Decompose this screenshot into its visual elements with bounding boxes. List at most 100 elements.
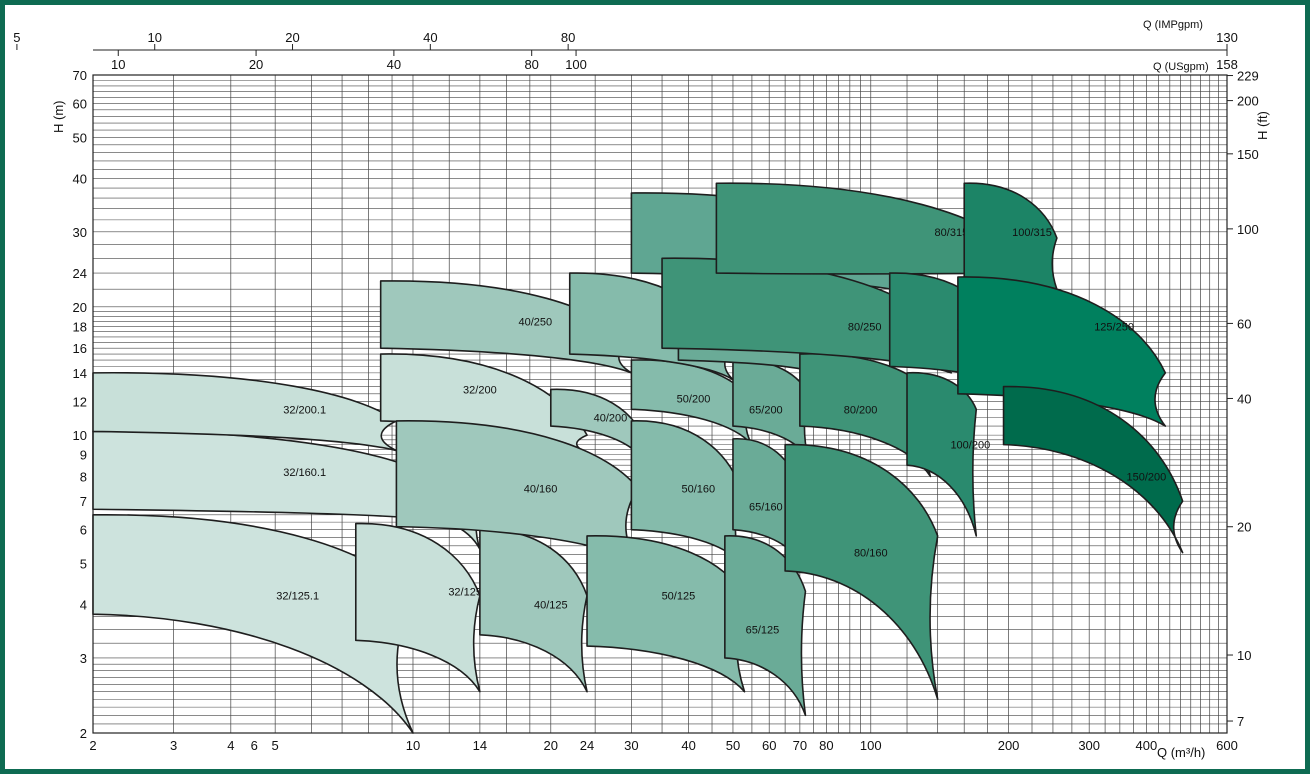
x-tick-label: 100 [860,738,882,753]
imp-tick-label: 5 [13,30,20,45]
segment-label: 100/315 [1012,227,1052,239]
top-axis2-label: Q (USgpm) [1153,61,1209,73]
x-tick-label: 4 [227,738,234,753]
y-tick-label: 2 [80,726,87,741]
segment-label: 40/160 [524,483,558,495]
x-tick-label: 2 [89,738,96,753]
y-tick-label: 70 [73,68,87,83]
y-tick-label: 60 [73,97,87,112]
segment-65-200 [732,359,810,460]
y-tick-label: 14 [73,366,87,381]
ft-tick-label: 150 [1237,147,1259,162]
top-axis1-label: Q (IMPgpm) [1143,19,1203,31]
segment-40-125 [479,528,588,693]
ft-tick-label: 20 [1237,520,1251,535]
segment-label: 50/160 [681,483,715,495]
ft-tick-label: 40 [1237,391,1251,406]
y-tick-label: 9 [80,448,87,463]
segment-label: 32/125.1 [276,591,319,603]
segment-label: 125/250 [1094,321,1134,333]
x-tick-label: 300 [1078,738,1100,753]
y-tick-label: 6 [80,523,87,538]
ft-tick-label: 229 [1237,69,1259,84]
y-axis-label-left: H (m) [51,101,66,134]
x-tick-label: 400 [1136,738,1158,753]
us-tick-label: 100 [565,57,587,72]
y-tick-label: 4 [80,598,87,613]
imp-tick-label: 80 [561,30,575,45]
segment-40-250 [379,280,633,374]
segment-label: 80/250 [848,321,882,333]
x-tick-label: 50 [726,738,740,753]
ft-tick-label: 100 [1237,222,1259,237]
us-tick-label: 158 [1216,57,1238,72]
x-tick-label: 6 [251,738,258,753]
y-axis-label-right: H (ft) [1255,111,1270,140]
imp-tick-label: 130 [1216,30,1238,45]
x-tick-label: 3 [170,738,177,753]
x-tick-label: 70 [793,738,807,753]
axes: 2 3 4 6 5 10 14 20 24 30 40 50 60 70 80 100 200 300 400 600… [13,30,1259,753]
us-tick-label: 40 [387,57,401,72]
y-tick-label: 30 [73,225,87,240]
x-tick-label: 600 [1216,738,1238,753]
imp-tick-label: 40 [423,30,437,45]
us-tick-label: 20 [249,57,263,72]
segment-80-160 [784,443,939,701]
us-tick-label: 80 [524,57,538,72]
segment-label: 80/160 [854,548,888,560]
ft-tick-label: 7 [1237,714,1244,729]
segment-50-125 [586,535,746,693]
segment-label: 65/160 [749,502,783,514]
x-tick-label: 14 [473,738,487,753]
x-tick-label: 10 [406,738,420,753]
x-tick-label: 24 [580,738,594,753]
imp-tick-label: 10 [147,30,161,45]
y-tick-label: 18 [73,319,87,334]
us-tick-label: 10 [111,57,125,72]
x-tick-label: 80 [819,738,833,753]
x-tick-label: 30 [624,738,638,753]
segment-label: 32/200.1 [283,404,326,416]
segment-label: 40/250 [518,316,552,328]
ft-tick-label: 60 [1237,316,1251,331]
segment-32-200-1 [92,371,398,452]
segment-label: 65/125 [746,624,780,636]
y-tick-label: 50 [73,130,87,145]
y-tick-label: 20 [73,300,87,315]
x-tick-label: 20 [544,738,558,753]
y-tick-label: 16 [73,341,87,356]
segment-label: 32/160.1 [283,467,326,479]
x-tick-label: 5 [272,738,279,753]
segment-label: 80/315 [935,227,969,239]
segment-65-125 [724,535,807,717]
y-tick-label: 24 [73,266,87,281]
segment-label: 100/200 [950,440,990,452]
pump-segments: 32/125.132/12532/160.132/16032/200.132/2… [92,182,1184,734]
x-axis-label: Q (m³/h) [1157,745,1205,760]
segment-32-125 [354,522,481,693]
imp-tick-label: 20 [285,30,299,45]
segment-label: 32/125 [448,586,482,598]
segment-32-125-1 [92,514,414,734]
segment-label: 50/125 [662,591,696,603]
segment-label: 32/200 [463,384,497,396]
y-tick-label: 40 [73,172,87,187]
x-tick-label: 40 [681,738,695,753]
segment-40-160 [395,420,639,565]
segment-label: 40/200 [594,412,628,424]
segment-label: 40/125 [534,600,568,612]
segment-label: 65/200 [749,404,783,416]
y-tick-label: 10 [73,428,87,443]
y-tick-label: 5 [80,556,87,571]
segment-label: 150/200 [1127,471,1167,483]
y-tick-label: 12 [73,394,87,409]
x-tick-label: 200 [998,738,1020,753]
pump-coverage-chart: 32/125.132/12532/160.132/16032/200.132/2… [13,19,1270,760]
segment-label: 80/200 [844,404,878,416]
ft-tick-label: 10 [1237,648,1251,663]
y-tick-label: 8 [80,469,87,484]
segment-label: 50/200 [677,393,711,405]
x-tick-label: 60 [762,738,776,753]
